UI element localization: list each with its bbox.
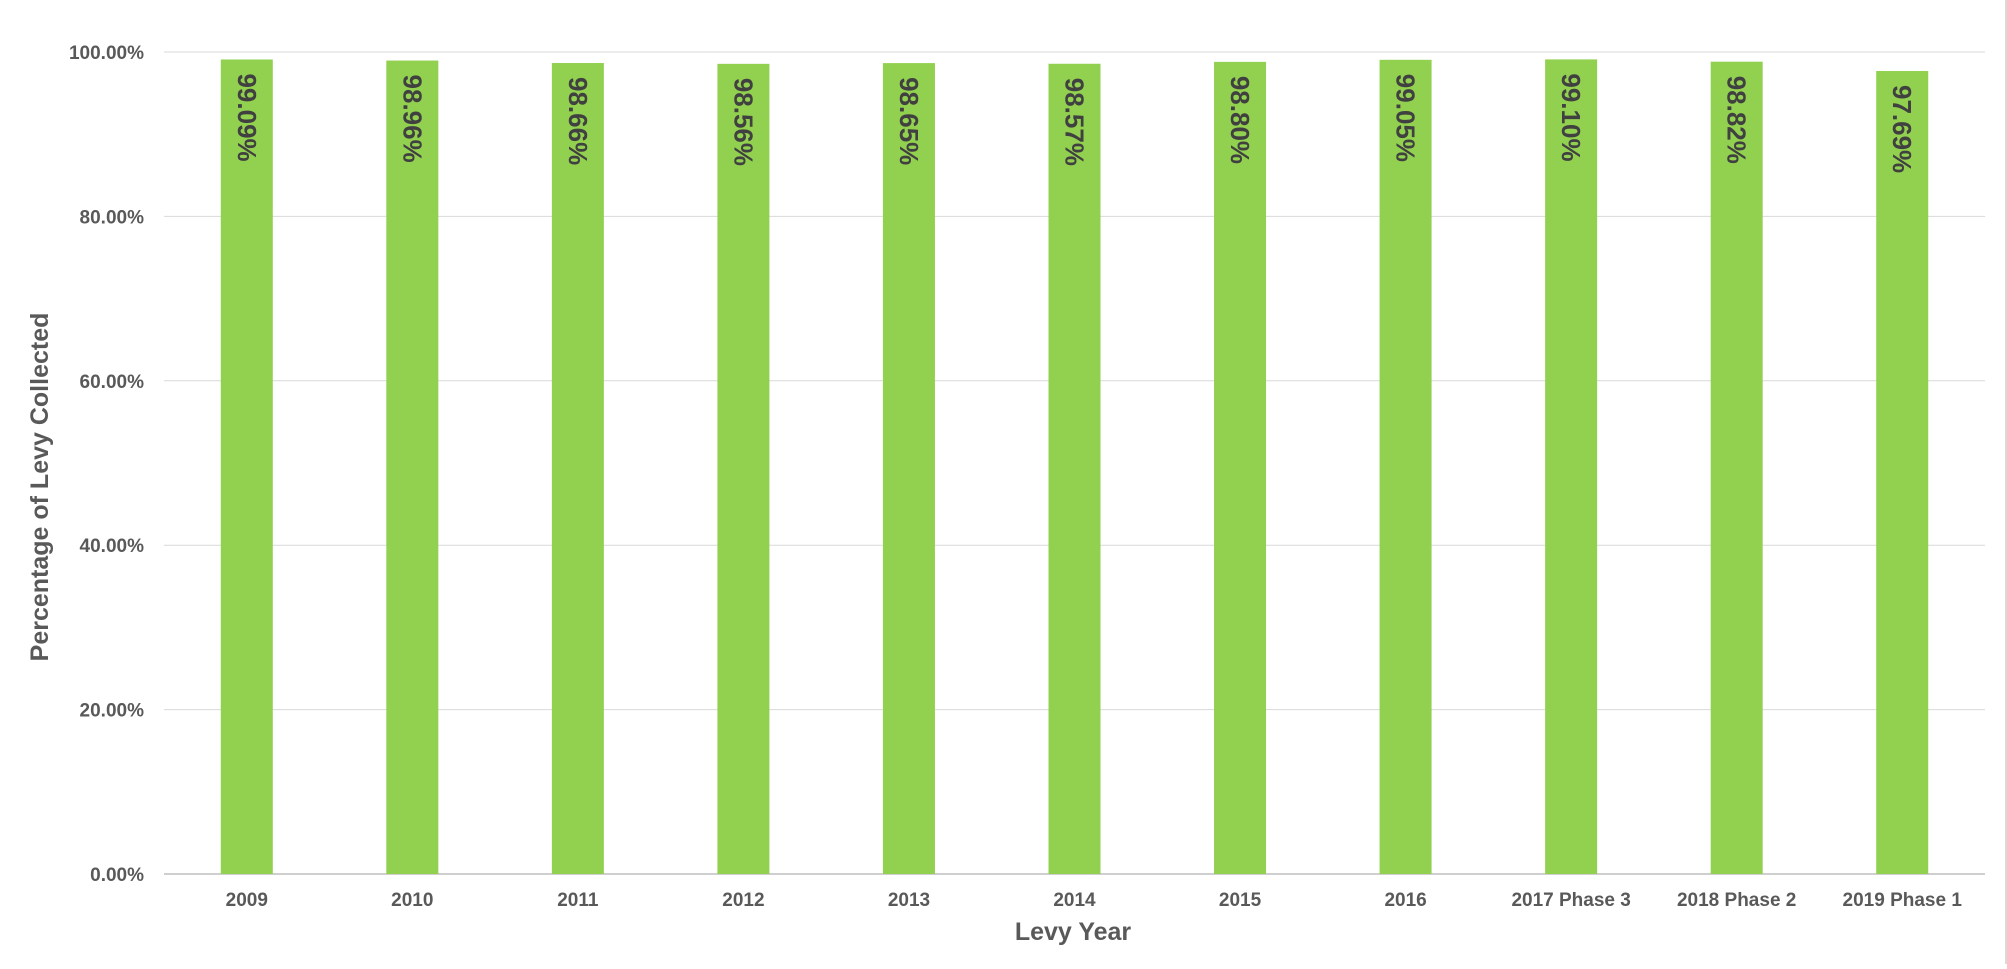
data-label: 98.96%: [397, 75, 427, 163]
bar: [1876, 70, 1929, 874]
data-labels: 99.09% 98.96% 98.66% 98.56% 98.65% 98.57% 98.8…: [232, 73, 1917, 173]
bar: [1214, 61, 1267, 874]
x-tick-label: 2018 Phase 2: [1677, 890, 1796, 911]
data-label: 98.66%: [563, 77, 593, 165]
x-tick-label: 2013: [888, 890, 930, 911]
bar: [1048, 63, 1101, 875]
bars: [220, 59, 1929, 875]
bar: [386, 60, 439, 874]
bar: [1379, 59, 1432, 874]
x-tick-label: 2010: [391, 890, 433, 911]
data-label: 99.05%: [1391, 74, 1421, 162]
x-tick-label: 2014: [1053, 890, 1096, 911]
y-axis-ticks: 0.00% 20.00% 40.00% 60.00% 80.00% 100.00%: [69, 43, 144, 886]
bar: [220, 59, 273, 874]
bar: [1545, 59, 1598, 874]
y-tick-label: 40.00%: [80, 536, 145, 557]
y-tick-label: 60.00%: [80, 372, 145, 393]
x-axis-title: Levy Year: [1015, 918, 1132, 946]
x-tick-label: 2009: [226, 890, 268, 911]
data-label: 99.10%: [1556, 73, 1586, 161]
y-tick-label: 80.00%: [80, 207, 145, 228]
data-label: 98.56%: [728, 78, 758, 166]
data-label: 98.57%: [1060, 78, 1090, 166]
x-axis-ticks: 2009 2010 2011 2012 2013 2014 2015 2016 2017 Pha…: [226, 890, 1963, 911]
y-axis-title: Percentage of Levy Collected: [26, 313, 54, 662]
bar: [1710, 61, 1763, 875]
y-tick-label: 0.00%: [90, 865, 144, 886]
x-tick-label: 2015: [1219, 890, 1262, 911]
x-tick-label: 2012: [722, 890, 764, 911]
data-label: 98.82%: [1722, 76, 1752, 164]
bar: [717, 63, 770, 875]
x-tick-label: 2016: [1384, 890, 1426, 911]
data-label: 99.09%: [232, 73, 262, 161]
data-label: 97.69%: [1887, 85, 1917, 173]
y-tick-label: 100.00%: [69, 43, 144, 64]
bar: [882, 63, 935, 875]
chart-border: [2005, 0, 2007, 964]
y-tick-label: 20.00%: [80, 701, 145, 722]
bar: [551, 63, 604, 875]
x-tick-label: 2019 Phase 1: [1843, 890, 1963, 911]
x-tick-label: 2017 Phase 3: [1511, 890, 1630, 911]
x-tick-label: 2011: [557, 890, 599, 911]
data-label: 98.80%: [1225, 76, 1255, 164]
data-label: 98.65%: [894, 77, 924, 165]
